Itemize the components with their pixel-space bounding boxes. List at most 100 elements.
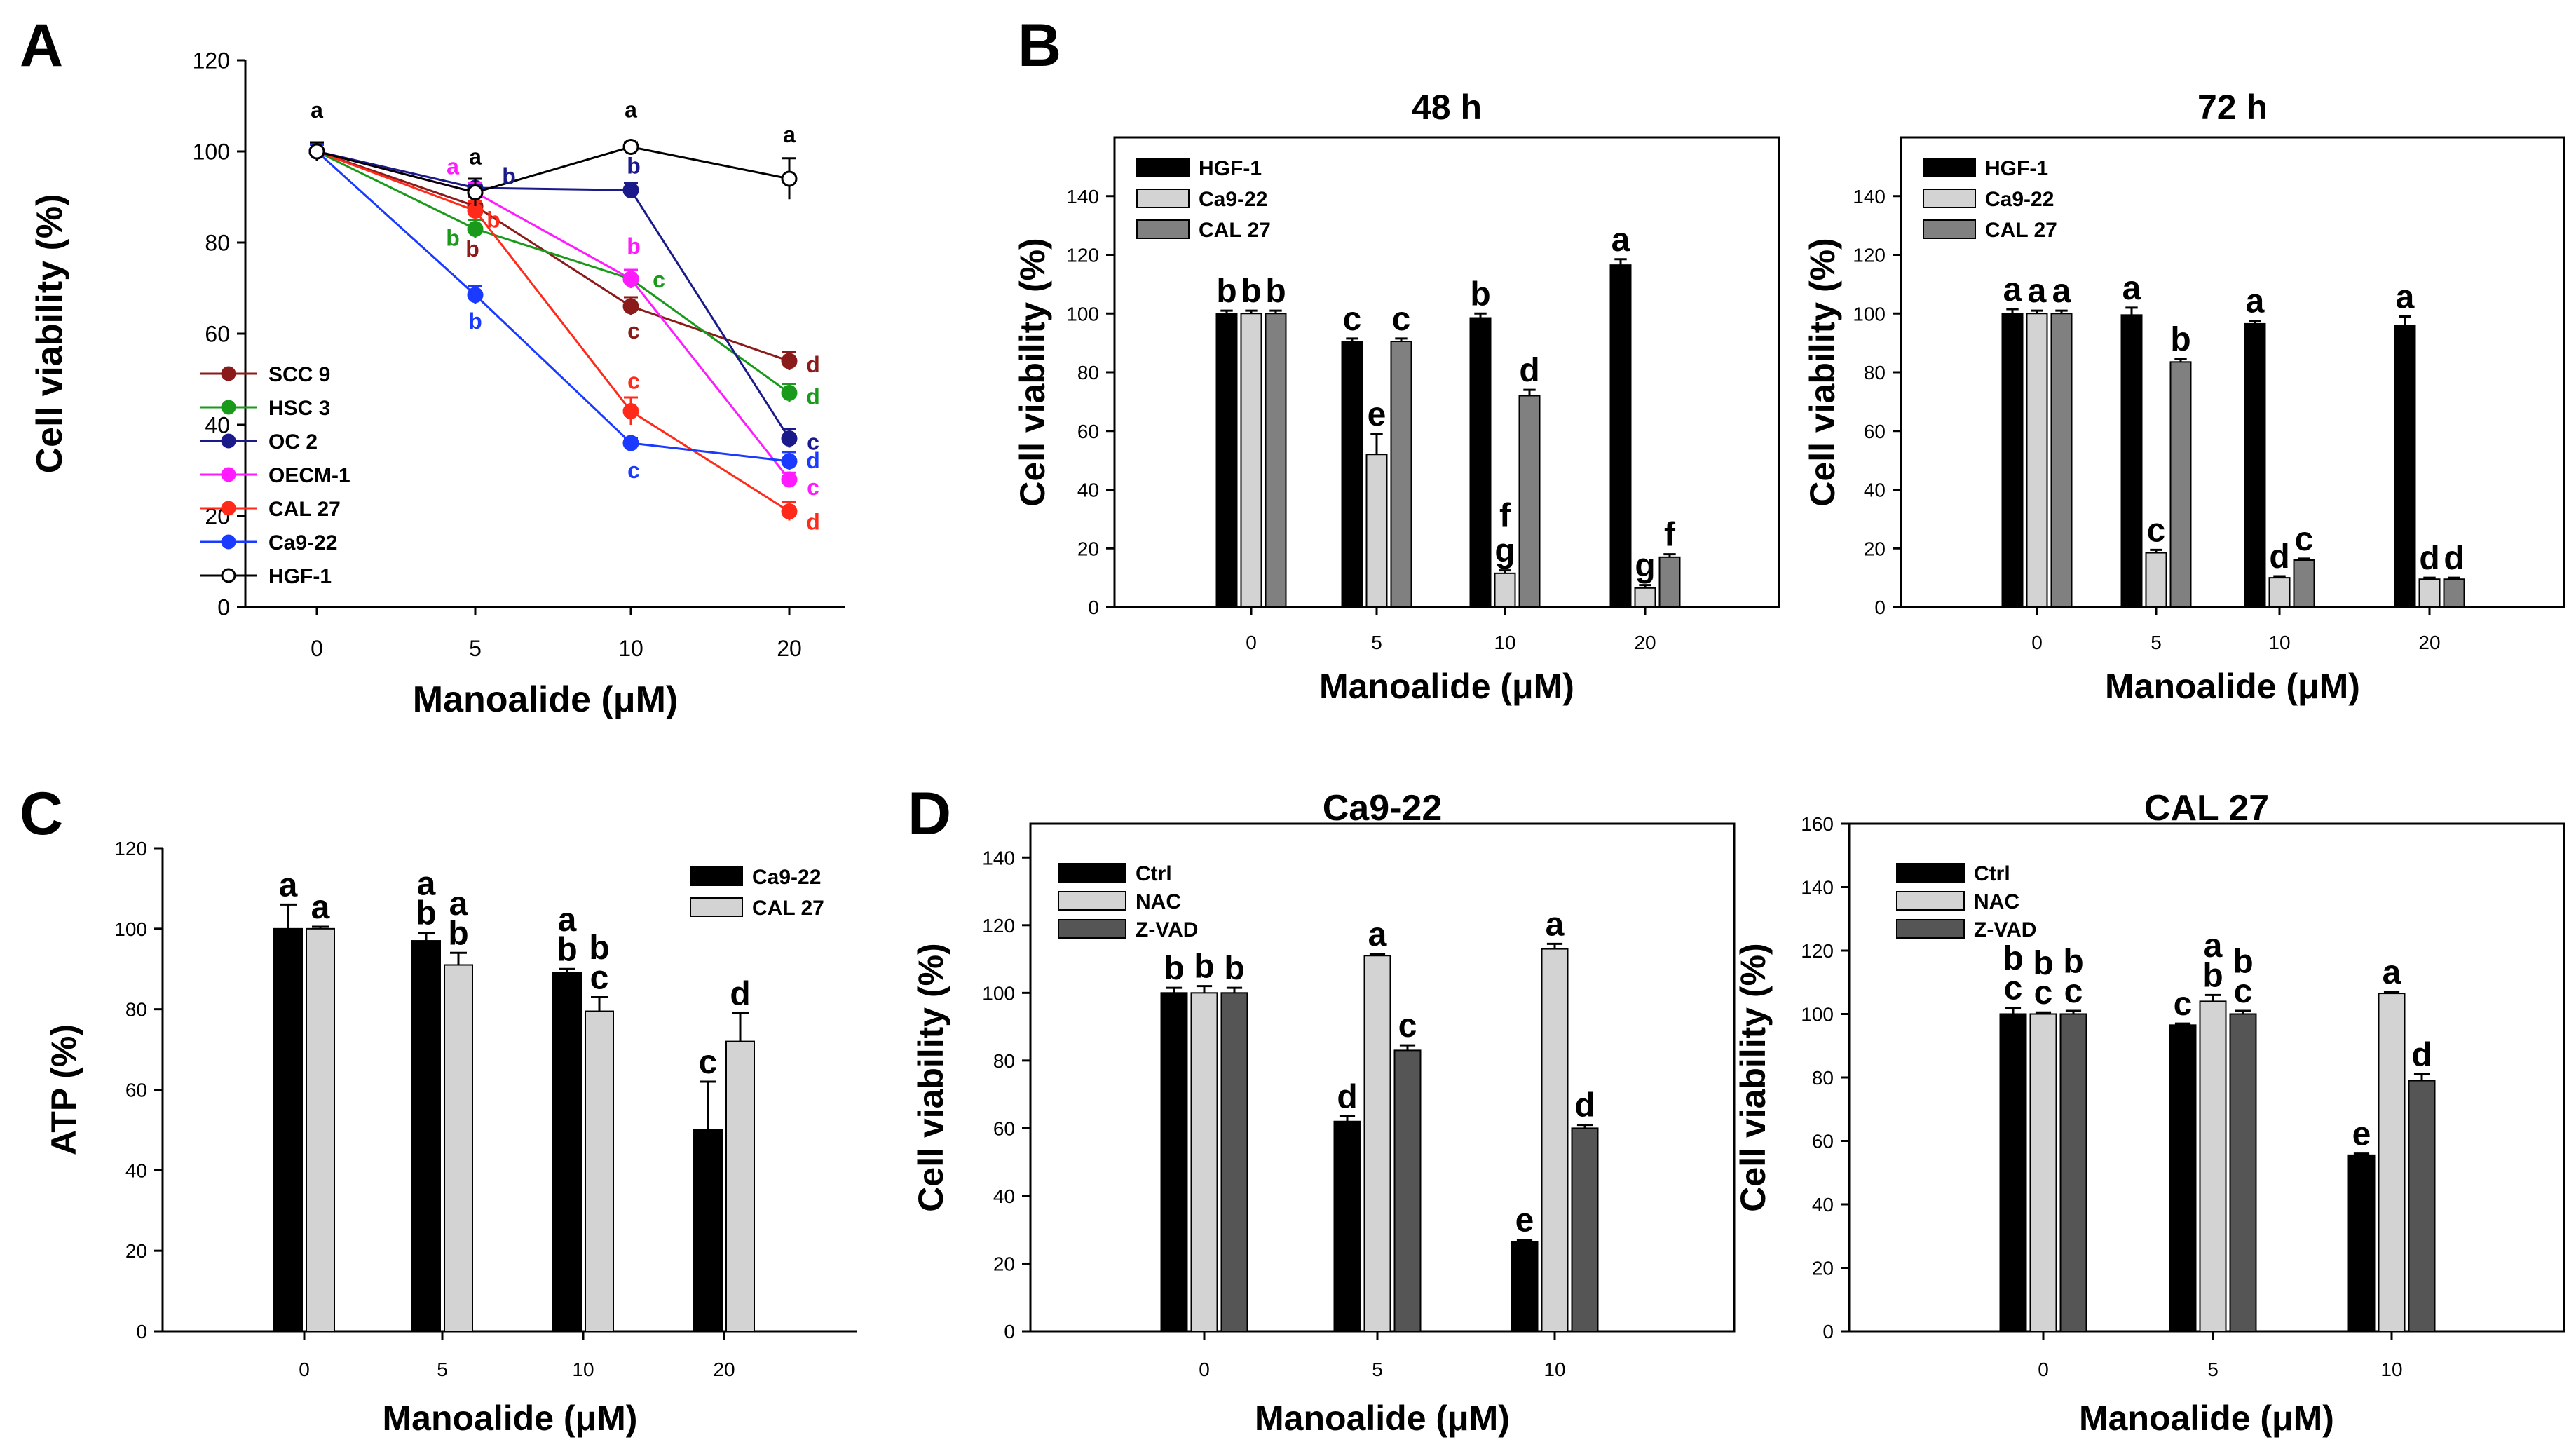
significance-letter: a — [1368, 916, 1387, 953]
significance-letter: a — [2383, 954, 2401, 991]
y-tick-label: 120 — [1853, 245, 1886, 266]
data-point — [622, 271, 639, 287]
bar — [2120, 314, 2143, 608]
bar — [1571, 1127, 1599, 1333]
y-tick-label: 100 — [114, 918, 147, 940]
data-point — [781, 503, 798, 519]
significance-letter: b — [446, 226, 460, 251]
y-axis-label: Cell viability (%) — [1013, 238, 1052, 506]
significance-letter: a — [449, 885, 468, 923]
bar — [1390, 341, 1412, 608]
legend-marker — [221, 400, 236, 415]
legend-label: CAL 27 — [268, 498, 341, 521]
y-tick-label: 140 — [1801, 877, 1834, 899]
x-axis-label: Manoalide (μM) — [413, 679, 678, 720]
legend-label: SCC 9 — [268, 363, 330, 386]
y-tick-label: 20 — [125, 1240, 147, 1262]
significance-letter: b — [468, 308, 482, 334]
bar — [306, 927, 335, 1333]
data-point — [467, 221, 484, 237]
bar — [2229, 1013, 2257, 1332]
significance-letter: b — [1241, 273, 1261, 310]
significance-letter: g — [1494, 533, 1515, 570]
significance-letter: a — [417, 865, 436, 902]
significance-letter: b — [448, 915, 468, 952]
significance-letter: a — [2122, 270, 2141, 307]
significance-letter: f — [1499, 498, 1511, 535]
y-axis-label: Cell viability (%) — [1733, 943, 1773, 1211]
significance-letter: a — [783, 122, 796, 147]
significance-letter: f — [1664, 517, 1676, 554]
significance-letter: b — [1164, 950, 1184, 987]
x-tick-label: 0 — [2038, 1359, 2049, 1380]
legend-label: NAC — [1136, 890, 1181, 913]
y-tick-label: 100 — [1066, 303, 1099, 325]
series-line — [316, 150, 790, 394]
significance-letter: c — [807, 430, 819, 455]
data-point — [308, 143, 325, 160]
legend-label: Ca9-22 — [1199, 188, 1267, 211]
significance-letter: a — [2003, 271, 2022, 308]
bar — [1240, 313, 1262, 608]
series-line — [315, 150, 790, 463]
y-tick-label: 120 — [1801, 940, 1834, 962]
bar — [1658, 556, 1681, 608]
x-tick-label: 20 — [777, 636, 802, 661]
bar — [2418, 578, 2441, 608]
chart-title: CAL 27 — [2144, 788, 2269, 829]
significance-letter: c — [590, 959, 609, 996]
significance-letter: b — [486, 208, 500, 233]
x-tick-label: 5 — [2151, 632, 2162, 653]
legend-swatch — [690, 866, 743, 886]
data-point — [467, 184, 484, 200]
series-line — [316, 150, 791, 440]
bar — [2293, 559, 2315, 608]
data-point — [622, 139, 639, 155]
y-tick-label: 40 — [1864, 479, 1886, 501]
chart-title: 48 h — [1412, 88, 1482, 127]
bar — [1469, 317, 1492, 608]
data-point — [781, 170, 798, 187]
y-tick-label: 80 — [993, 1050, 1015, 1072]
significance-letter: b — [1470, 275, 1490, 313]
chart-D2: 0 20 40 60 80 100 120 140 160 0 5 10 Manoalide (μM) C… — [1733, 788, 2565, 1438]
significance-letter: a — [1546, 906, 1565, 943]
data-point — [781, 353, 798, 369]
y-tick-label: 60 — [1077, 421, 1099, 442]
significance-letter: a — [279, 866, 298, 904]
bar — [1341, 341, 1363, 608]
legend-swatch — [1896, 919, 1965, 939]
y-tick-label: 100 — [1853, 303, 1886, 325]
bar — [273, 927, 303, 1333]
significance-letter: d — [806, 510, 820, 535]
bar — [1363, 955, 1391, 1332]
y-tick-label: 80 — [125, 999, 147, 1021]
y-tick-label: 40 — [205, 413, 230, 438]
significance-letter: a — [625, 97, 637, 123]
significance-letter: c — [653, 267, 665, 292]
significance-letter: c — [1392, 301, 1411, 338]
y-tick-label: 140 — [1853, 186, 1886, 208]
y-axis-label: Cell viability (%) — [29, 194, 70, 474]
x-axis-label: Manoalide (μM) — [2079, 1399, 2334, 1438]
significance-letter: g — [1635, 547, 1655, 585]
y-tick-label: 60 — [1812, 1131, 1834, 1152]
bar — [1518, 395, 1541, 608]
significance-letter: d — [1519, 352, 1539, 389]
y-tick-label: 100 — [982, 982, 1015, 1004]
y-tick-label: 20 — [1864, 538, 1886, 559]
significance-letter: d — [806, 448, 820, 473]
significance-letter: d — [2419, 540, 2439, 577]
x-axis-label: Manoalide (μM) — [2105, 667, 2360, 706]
data-point — [622, 182, 639, 198]
y-tick-label: 120 — [193, 48, 230, 74]
significance-letter: b — [465, 236, 479, 261]
y-tick-label: 80 — [1812, 1067, 1834, 1089]
significance-letter: a — [311, 889, 330, 926]
y-tick-label: 0 — [1822, 1321, 1834, 1342]
x-tick-label: 10 — [1494, 632, 1515, 653]
significance-letter: c — [2147, 512, 2166, 549]
x-tick-label: 5 — [1371, 632, 1382, 653]
x-tick-label: 20 — [713, 1359, 735, 1380]
